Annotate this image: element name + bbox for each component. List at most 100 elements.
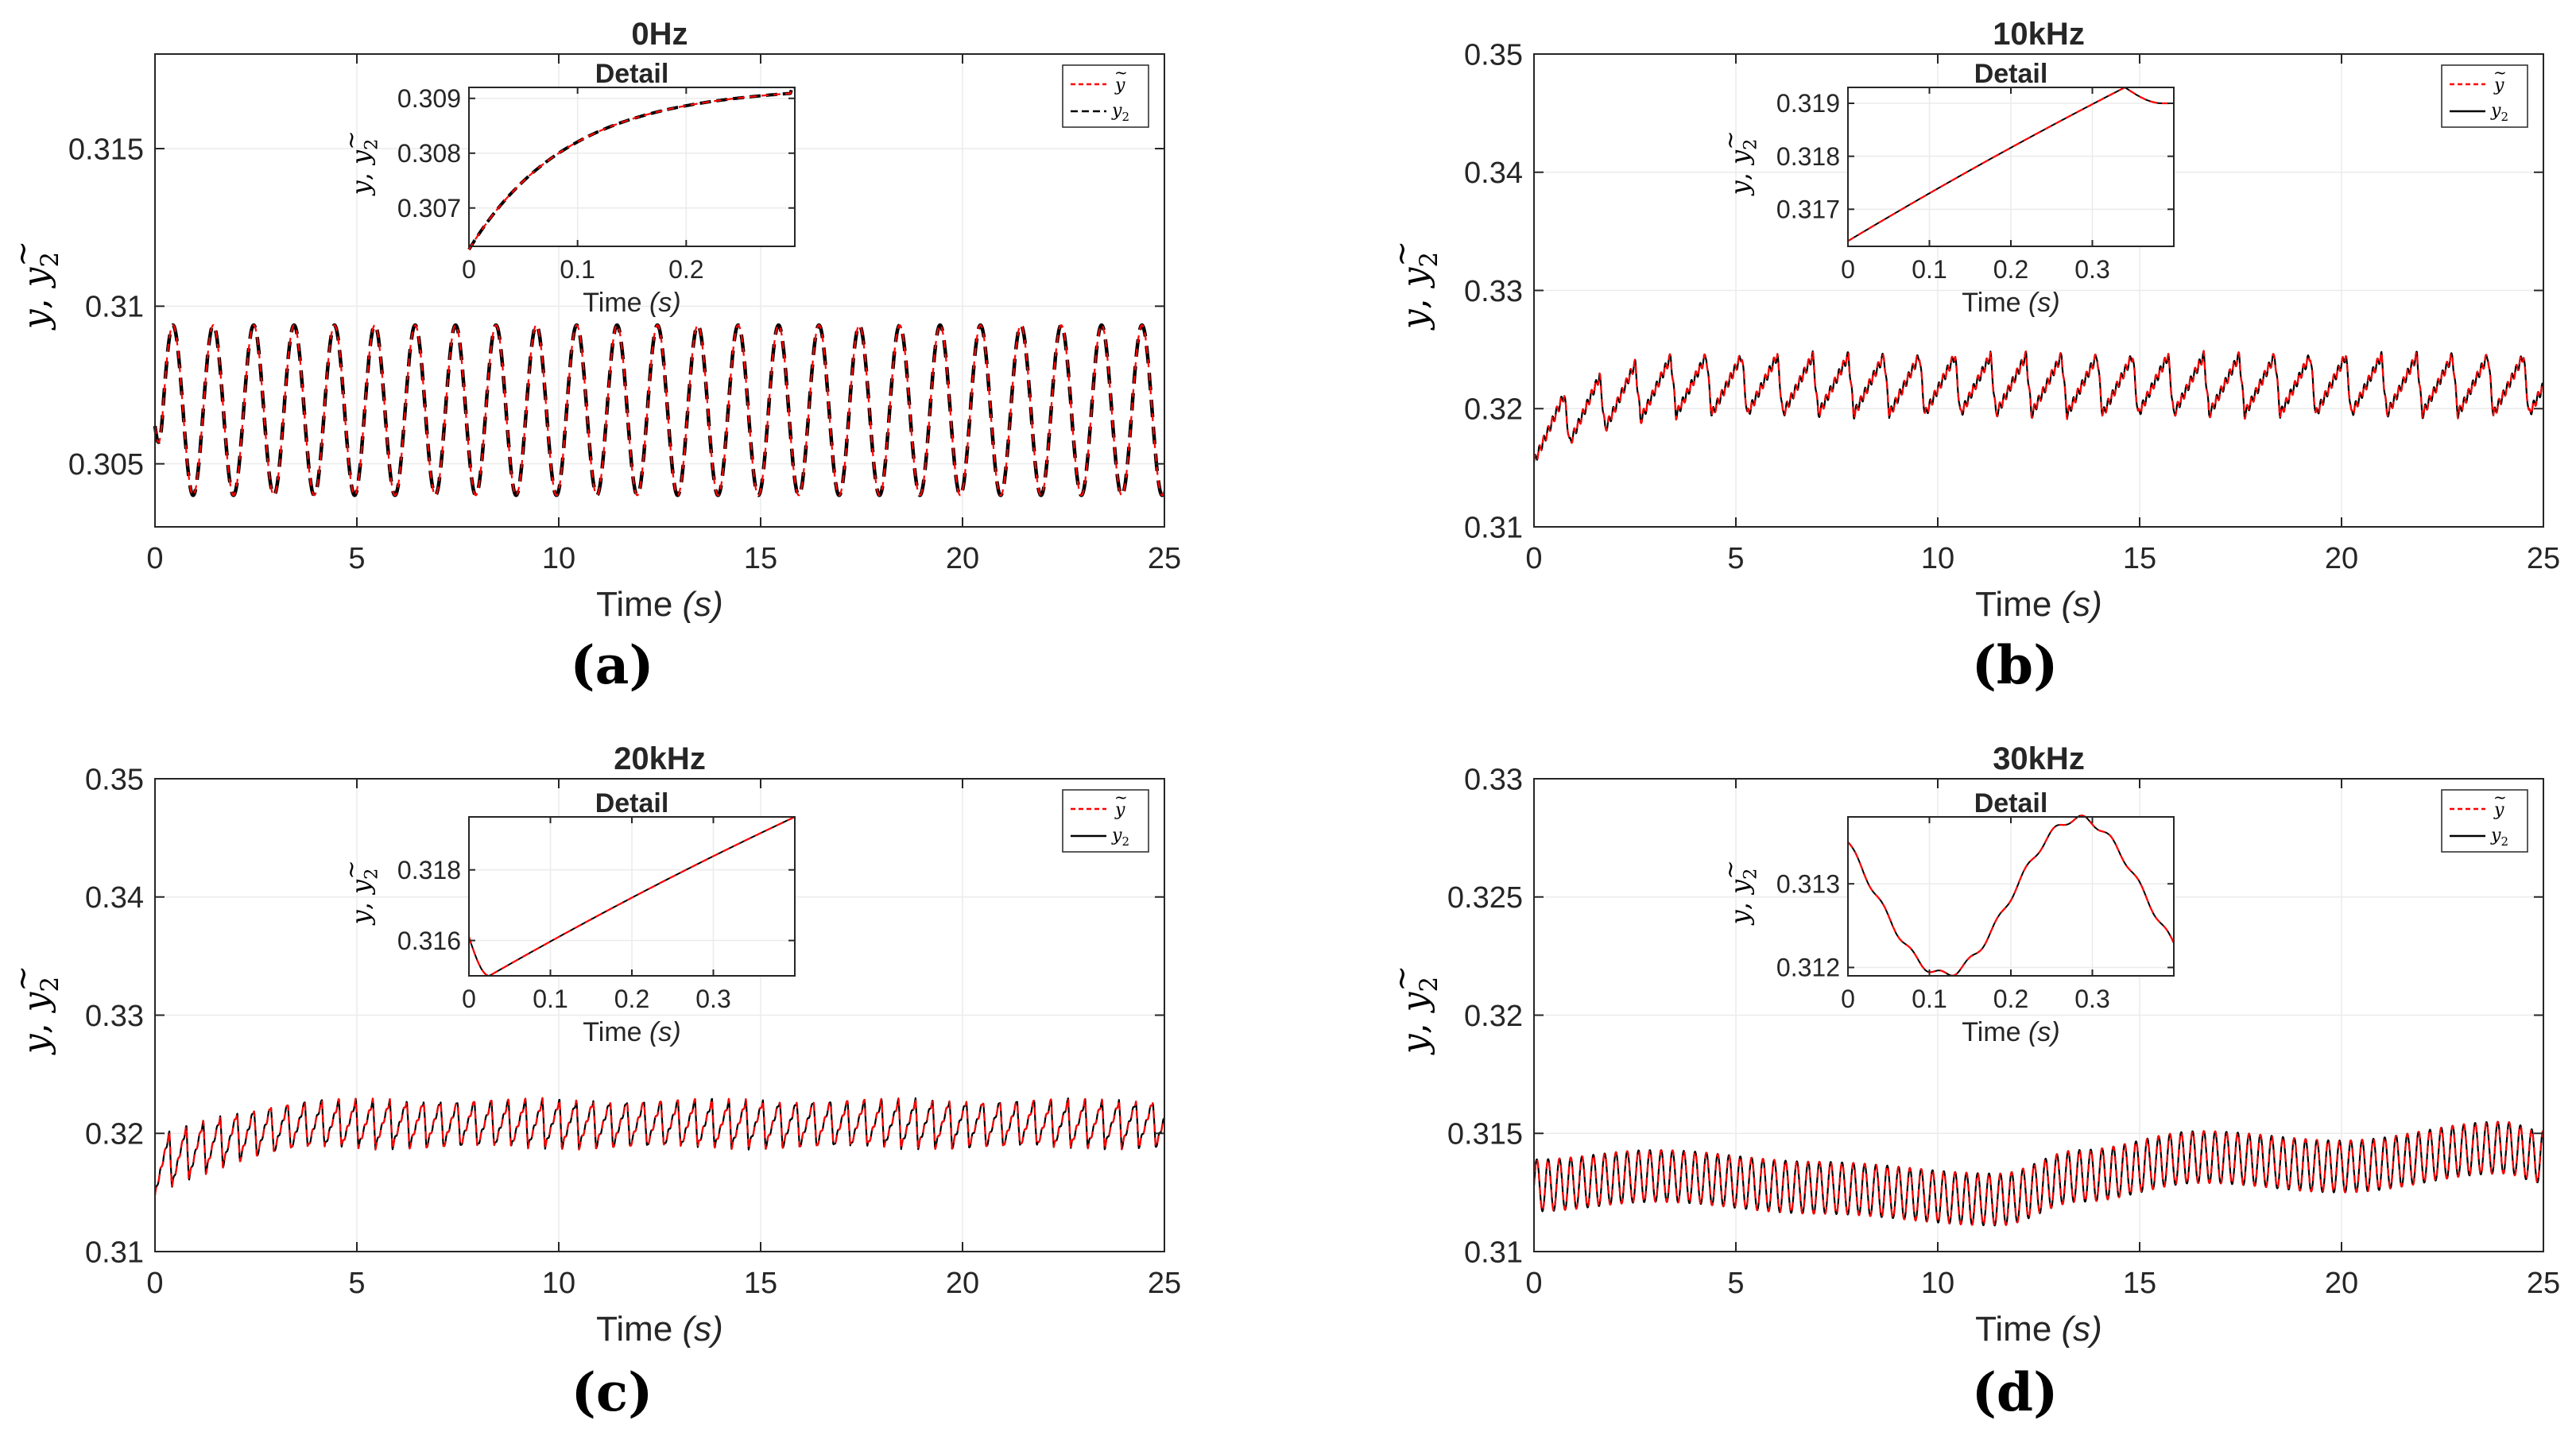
panel-a-inset-xtick-label-1: 0.1 (560, 255, 595, 284)
panel-a-xtick-label-2: 10 (542, 542, 575, 575)
panel-b-ytick-label-3: 0.34 (1464, 157, 1523, 190)
panel-d-xtick-label-5: 25 (2527, 1267, 2560, 1300)
panel-a-inset-ytick-label-0: 0.307 (397, 194, 461, 223)
panel-b-xtick-label-1: 5 (1727, 542, 1744, 575)
panel-b-line-y-tilde (1532, 350, 2545, 462)
panel-a-series (153, 323, 1167, 497)
panel-b-series (1532, 350, 2545, 462)
panel-a-legend-label-y-tilde: y (1114, 75, 1125, 95)
panel-b-ytick-label-2: 0.33 (1464, 275, 1523, 308)
panel-b-inset-ytick-label-1: 0.318 (1776, 142, 1840, 171)
panel-c-ytick-label-1: 0.32 (85, 1118, 144, 1151)
panel-a-title: 0Hz (631, 17, 688, 52)
panel-a-line-y-tilde (153, 324, 1166, 497)
panel-b-inset-xtick-label-2: 0.2 (1993, 255, 2028, 284)
panel-c-ylabel-tilde: ~ (5, 965, 41, 992)
panel-a-inset-frame (468, 87, 796, 247)
panel-a-ylabel: y, y2 (16, 252, 64, 331)
panel-d-ytick-label-0: 0.31 (1464, 1236, 1523, 1269)
panel-c-inset-ylabel: y, y2 (346, 869, 382, 927)
panel-b-xtick-label-5: 25 (2527, 542, 2560, 575)
panel-c-series (153, 1097, 1165, 1195)
panel-a-legend-box (1062, 64, 1149, 128)
panel-d-inset-xtick-label-0: 0 (1841, 985, 1855, 1013)
panel-c-inset-xtick-label-0: 0 (462, 985, 476, 1013)
panel-c-inset-title: Detail (595, 788, 669, 818)
panel-a-sublabel: (a) (570, 634, 653, 696)
panel-d-sublabel: (d) (1972, 1361, 2059, 1423)
panel-a: 0 5 10 15 20 25 0.305 0.31 0.315 0Hz Time (s) y, y2… (5, 17, 1182, 696)
panel-d-inset-ytick-label-0: 0.312 (1776, 954, 1840, 982)
panel-c-xtick-label-4: 20 (946, 1267, 979, 1300)
panel-a-inset-xtick-label-2: 0.2 (668, 255, 703, 284)
panel-d-ylabel-tilde: ~ (1384, 965, 1420, 992)
panel-d-xtick-label-4: 20 (2325, 1267, 2358, 1300)
panel-b-inset: 0 0.1 0.2 0.3 0.317 0.318 0.319 Detail Time (s) y… (1717, 59, 2175, 318)
panel-b-title: 10kHz (1993, 17, 2085, 52)
panel-b-legend-tilde: ~ (2493, 63, 2507, 82)
panel-a-xtick-label-0: 0 (146, 542, 163, 575)
panel-d-inset-xtick-label-1: 0.1 (1912, 985, 1947, 1013)
panel-d-inset-xtick-label-3: 0.3 (2074, 985, 2109, 1013)
panel-c-inset-xtick-label-3: 0.3 (695, 985, 730, 1013)
panel-a-ylabel-tilde: ~ (5, 241, 41, 267)
panel-c-inset-xtick-label-2: 0.2 (614, 985, 649, 1013)
panel-d-xtick-label-3: 15 (2123, 1267, 2156, 1300)
panel-c-inset-series (467, 815, 796, 977)
panel-a-line-y2 (153, 323, 1167, 497)
panel-d-ytick-label-3: 0.325 (1447, 881, 1523, 915)
panel-c-inset-xlabel: Time (s) (583, 1017, 680, 1047)
panel-b-xtick-label-4: 20 (2325, 542, 2358, 575)
panel-b-ytick-label-4: 0.35 (1464, 38, 1523, 72)
panel-c-ytick-label-3: 0.34 (85, 881, 144, 915)
panel-a-inset-ytick-label-2: 0.309 (397, 84, 461, 113)
panel-b-inset-xtick-label-1: 0.1 (1912, 255, 1947, 284)
panel-b-xlabel: Time (s) (1975, 585, 2102, 624)
panel-c-sublabel: (c) (571, 1361, 653, 1423)
panel-a-frame (154, 53, 1165, 528)
panel-d-xtick-label-1: 5 (1727, 1267, 1744, 1300)
panel-b-legend-label-y-tilde: y (2493, 75, 2504, 95)
panel-b-legend: y~ y2 (2441, 63, 2528, 128)
panel-c-inset-xtick-label-1: 0.1 (533, 985, 567, 1013)
panel-b-ytick-label-1: 0.32 (1464, 393, 1523, 427)
panel-a-xtick-label-5: 25 (1148, 542, 1181, 575)
panel-a-inset-xlabel: Time (s) (583, 288, 680, 318)
panel-c-ytick-label-0: 0.31 (85, 1236, 144, 1269)
panel-b-inset-line-y-tilde (1847, 86, 2174, 242)
panel-a-inset-plot-area (469, 87, 795, 246)
panel-c-legend-tilde: ~ (1114, 787, 1128, 807)
panel-b-sublabel: (b) (1972, 634, 2059, 696)
panel-a-legend: y~ y2 (1062, 63, 1149, 128)
panel-a-xtick-label-1: 5 (348, 542, 365, 575)
panel-b-ylabel-tilde: ~ (1384, 241, 1420, 267)
panel-c-xlabel: Time (s) (596, 1310, 723, 1349)
panel-c-xtick-label-0: 0 (146, 1267, 163, 1300)
panel-b-inset-title: Detail (1974, 59, 2048, 89)
panel-c-inset-line-y-tilde (467, 815, 796, 977)
panel-c-legend-label-y2: y2 (1111, 826, 1129, 849)
panel-b-inset-ytick-label-2: 0.319 (1776, 89, 1840, 118)
panel-c-inset: 0 0.1 0.2 0.3 0.316 0.318 Detail Time (s) y, y2~ (338, 788, 796, 1047)
panel-a-legend-tilde: ~ (1114, 63, 1128, 82)
panel-d-line-y-tilde (1532, 1120, 2544, 1227)
panel-d-legend: y~ y2 (2441, 787, 2528, 853)
panel-d-xtick-label-2: 10 (1921, 1267, 1954, 1300)
panel-c-xtick-label-2: 10 (542, 1267, 575, 1300)
panel-d-ytick-label-2: 0.32 (1464, 1000, 1523, 1033)
panel-c-legend-label-y-tilde: y (1114, 800, 1125, 820)
panel-c-line-y-tilde (153, 1097, 1165, 1195)
panel-d-ylabel: y, y2 (1395, 977, 1443, 1055)
panel-d-legend-box (2441, 789, 2528, 853)
panel-d-xtick-label-0: 0 (1525, 1267, 1542, 1300)
panel-d-legend-label-y2: y2 (2490, 826, 2508, 849)
panel-b-inset-xtick-label-0: 0 (1841, 255, 1855, 284)
panel-a-xtick-label-3: 15 (744, 542, 777, 575)
panel-d-inset-xlabel: Time (s) (1962, 1017, 2059, 1047)
panel-a-inset-series (467, 87, 796, 251)
panel-d-inset-series (1847, 815, 2175, 977)
panel-b-ytick-label-0: 0.31 (1464, 511, 1523, 544)
panel-d-inset-title: Detail (1974, 788, 2048, 818)
panel-c-ylabel: y, y2 (16, 977, 64, 1055)
